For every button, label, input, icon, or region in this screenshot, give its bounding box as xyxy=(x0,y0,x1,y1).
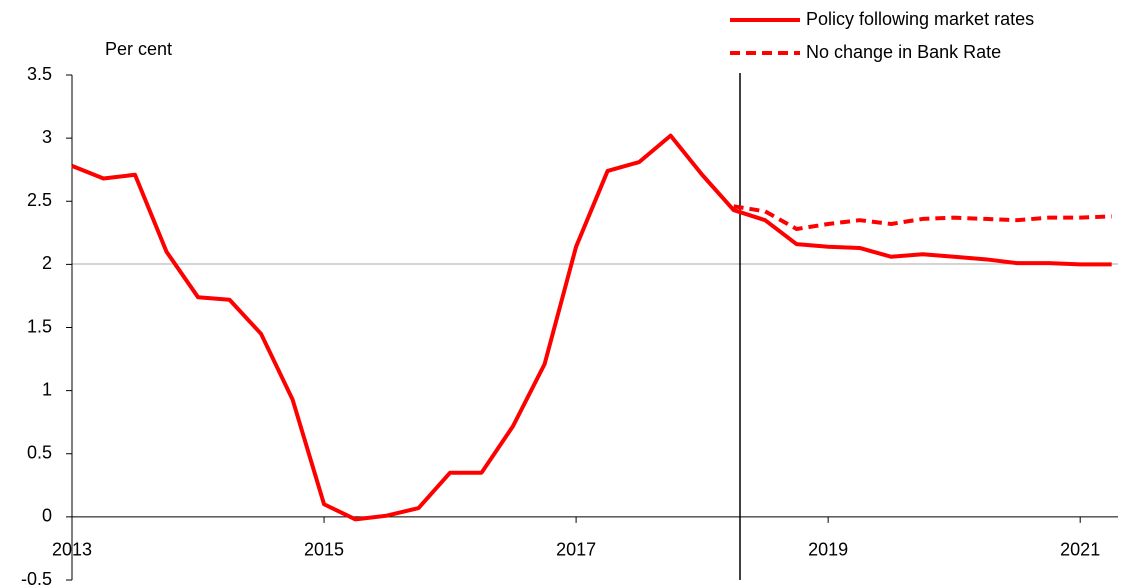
x-tick-label: 2021 xyxy=(1060,540,1100,560)
y-tick-label: 2 xyxy=(42,253,52,273)
legend-label: No change in Bank Rate xyxy=(806,42,1001,62)
y-tick-label: 0 xyxy=(42,506,52,526)
y-tick-label: 1 xyxy=(42,379,52,399)
series-line xyxy=(71,133,1112,522)
x-tick-label: 2013 xyxy=(52,540,92,560)
legend-label: Policy following market rates xyxy=(806,9,1034,29)
y-tick-label: 2.5 xyxy=(27,190,52,210)
series-line xyxy=(733,204,1112,232)
y-tick-label: 0.5 xyxy=(27,443,52,463)
x-tick-label: 2015 xyxy=(304,540,344,560)
y-tick-label: 3.5 xyxy=(27,64,52,84)
y-axis-label: Per cent xyxy=(105,39,172,59)
y-tick-label: 3 xyxy=(42,127,52,147)
y-tick-label: -0.5 xyxy=(21,569,52,588)
y-tick-label: 1.5 xyxy=(27,316,52,336)
x-tick-label: 2019 xyxy=(808,540,848,560)
x-tick-label: 2017 xyxy=(556,540,596,560)
